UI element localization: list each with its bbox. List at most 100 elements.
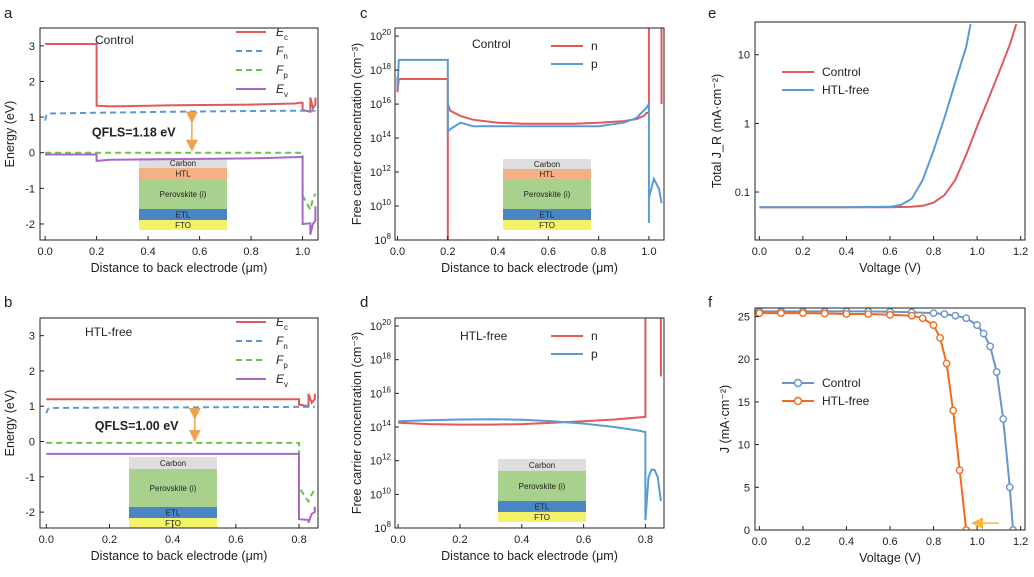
y-tick-label: 1010 — [370, 198, 392, 213]
x-tick-label: 1.0 — [295, 246, 310, 258]
data-point — [886, 310, 894, 319]
y-axis-label: J (mA·cm⁻²) — [718, 385, 732, 453]
x-tick-label: 0.6 — [192, 246, 207, 258]
layer-perovskite-i- — [498, 471, 586, 501]
layer-label: Perovskite (i) — [150, 484, 197, 493]
layer-label: ETL — [540, 211, 555, 220]
data-point — [999, 415, 1008, 423]
y-tick-label: 0.1 — [735, 187, 750, 199]
legend-entry: p — [591, 57, 598, 71]
legend-entry: Ec — [276, 315, 288, 332]
legend-entry: Ev — [276, 82, 288, 99]
y-tick-label: 1012 — [370, 453, 392, 468]
x-tick-label: 0.2 — [89, 246, 104, 258]
x-tick-label: 0.8 — [926, 246, 941, 258]
panel-title: HTL-free — [85, 325, 133, 339]
layer-fto — [498, 512, 586, 522]
x-axis-label: Distance to back electrode (μm) — [91, 261, 268, 275]
y-tick-label: -1 — [25, 183, 35, 195]
layer-perovskite-i- — [503, 179, 591, 209]
layer-label: FTO — [539, 221, 555, 230]
y-axis-label: Energy (eV) — [3, 101, 17, 168]
x-axis-label: Distance to back electrode (μm) — [441, 261, 618, 275]
x-tick-label: 0.0 — [37, 246, 52, 258]
legend-entry: n — [591, 329, 598, 343]
layer-label: ETL — [535, 503, 550, 512]
data-point — [942, 359, 951, 368]
layer-label: Perovskite (i) — [519, 482, 566, 491]
legend-marker — [793, 396, 803, 406]
y-tick-label: 1014 — [370, 419, 392, 434]
series-line-htl-free — [759, 312, 968, 530]
y-tick-label: 1018 — [370, 352, 392, 367]
legend-entry: Ev — [276, 372, 288, 389]
y-tick-label: 1016 — [370, 96, 392, 111]
panel-label: a — [4, 5, 13, 22]
legend-entry: HTL-free — [822, 394, 870, 408]
panel-title: HTL-free — [460, 329, 508, 343]
series-line-control — [759, 310, 1014, 530]
panel-f: f Control HTL-free J (mA·cm⁻²) 0.0 0.2 0.4 0.6 0… — [708, 294, 1028, 565]
layer-etl — [498, 501, 586, 512]
layer-carbon — [503, 159, 591, 169]
x-tick-label: 0.8 — [291, 534, 306, 546]
x-tick-label: 0.0 — [752, 536, 767, 548]
series-line-fn — [45, 405, 315, 414]
x-tick-label: 1.0 — [969, 536, 984, 548]
layer-etl — [129, 507, 217, 518]
x-tick-label: 0.8 — [591, 246, 606, 258]
x-tick-label: 0.4 — [514, 534, 529, 546]
y-tick-label: 15 — [738, 397, 750, 409]
panel-label: c — [360, 5, 368, 22]
layer-carbon — [129, 457, 217, 469]
data-point — [951, 311, 960, 320]
x-tick-label: 0.4 — [839, 246, 854, 258]
y-tick-label: 1010 — [370, 486, 392, 501]
data-point — [962, 314, 971, 323]
data-point — [973, 321, 981, 329]
legend-entry: Fn — [276, 44, 288, 61]
series-line-n — [398, 318, 662, 426]
y-tick-label: 108 — [374, 232, 391, 247]
layer-label: HTL — [539, 170, 555, 179]
series-line-ev — [45, 153, 317, 235]
series-line-n — [396, 28, 663, 240]
panel-e: e Control HTL-free Total J_R (mA·cm⁻²) 0.0 0.… — [708, 5, 1028, 275]
x-tick-label: 0.6 — [541, 246, 556, 258]
x-tick-label: 0.6 — [576, 534, 591, 546]
legend-entry: Control — [822, 65, 861, 79]
y-tick-label: 1016 — [370, 385, 392, 400]
data-point — [940, 310, 949, 318]
series-line-p — [396, 58, 663, 223]
x-tick-label: 0.8 — [926, 536, 941, 548]
y-tick-label: 1 — [29, 112, 35, 124]
series-line-htl-free — [759, 23, 972, 209]
x-tick-label: 0.0 — [390, 534, 405, 546]
legend-entry: p — [591, 347, 598, 361]
y-tick-label: 0 — [29, 437, 35, 449]
series-line-ev — [46, 452, 316, 524]
plot-frame — [39, 317, 319, 529]
y-tick-label: 1014 — [370, 130, 392, 145]
layer-label: Carbon — [160, 459, 186, 468]
layer-label: FTO — [534, 513, 550, 522]
panel-label: b — [4, 294, 12, 311]
series-line-ec — [46, 393, 316, 408]
x-tick-label: 0.8 — [638, 534, 653, 546]
x-tick-label: 0.0 — [752, 246, 767, 258]
y-tick-label: 1 — [29, 401, 35, 413]
y-tick-label: 2 — [29, 76, 35, 88]
y-tick-label: -1 — [25, 472, 35, 484]
x-tick-label: 0.2 — [795, 246, 810, 258]
x-tick-label: 0.4 — [165, 534, 180, 546]
y-tick-label: 108 — [374, 520, 391, 535]
x-tick-label: 1.2 — [1013, 246, 1028, 258]
data-point — [992, 368, 1001, 376]
data-point — [820, 309, 829, 318]
